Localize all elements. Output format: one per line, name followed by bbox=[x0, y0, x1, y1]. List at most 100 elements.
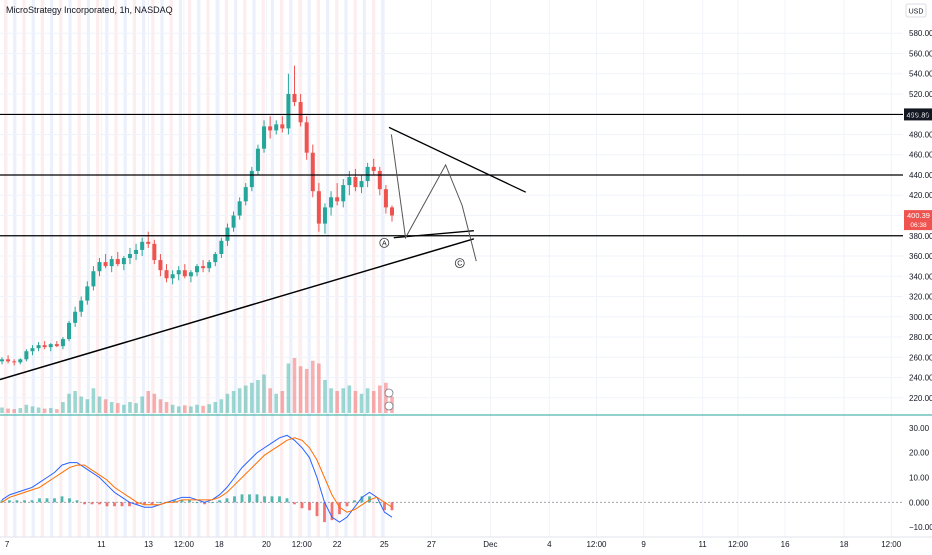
candle[interactable] bbox=[310, 152, 315, 192]
candle[interactable] bbox=[12, 361, 17, 363]
currency-button[interactable] bbox=[905, 3, 927, 18]
time-tick-label: 4 bbox=[547, 540, 552, 549]
volume-bar bbox=[341, 388, 346, 413]
candle[interactable] bbox=[152, 243, 157, 261]
candle[interactable] bbox=[365, 166, 370, 182]
flash-icon[interactable] bbox=[384, 401, 394, 411]
time-tick-label: 9 bbox=[641, 540, 646, 549]
candle[interactable] bbox=[292, 93, 297, 103]
candle[interactable] bbox=[341, 185, 346, 202]
candle[interactable] bbox=[67, 322, 72, 340]
candle[interactable] bbox=[298, 102, 303, 123]
candle[interactable] bbox=[170, 274, 175, 279]
wave-label-marker[interactable] bbox=[454, 258, 465, 269]
candle[interactable] bbox=[60, 339, 65, 347]
price-tick-label: 260.00 bbox=[909, 353, 932, 362]
candle[interactable] bbox=[85, 286, 90, 301]
candle[interactable] bbox=[377, 170, 382, 190]
signal-line[interactable] bbox=[1, 437, 393, 513]
candle[interactable] bbox=[201, 266, 206, 269]
candle[interactable] bbox=[359, 181, 364, 188]
candle[interactable] bbox=[176, 270, 181, 275]
candle[interactable] bbox=[329, 197, 334, 208]
session-stripe bbox=[13, 0, 17, 537]
candle[interactable] bbox=[231, 215, 236, 228]
wave-label-marker[interactable] bbox=[379, 237, 390, 248]
candle[interactable] bbox=[54, 344, 59, 347]
macd-histogram-bar bbox=[383, 502, 386, 511]
candle[interactable] bbox=[140, 241, 145, 250]
candle[interactable] bbox=[109, 259, 114, 267]
candle[interactable] bbox=[322, 207, 327, 224]
chart-title: MicroStrategy Incorporated, 1h, NASDAQ bbox=[6, 5, 173, 15]
volume-bar bbox=[30, 406, 35, 413]
candle[interactable] bbox=[146, 241, 151, 244]
candle[interactable] bbox=[97, 262, 102, 272]
candle[interactable] bbox=[127, 253, 132, 259]
candle[interactable] bbox=[36, 345, 41, 349]
candle[interactable] bbox=[243, 187, 248, 202]
candle[interactable] bbox=[24, 351, 29, 360]
candle[interactable] bbox=[182, 270, 187, 277]
candle[interactable] bbox=[219, 240, 224, 254]
candle[interactable] bbox=[18, 359, 23, 363]
session-stripe bbox=[123, 0, 127, 537]
candle[interactable] bbox=[335, 197, 340, 202]
candle[interactable] bbox=[249, 170, 254, 188]
candle[interactable] bbox=[103, 262, 108, 267]
candle[interactable] bbox=[286, 93, 291, 129]
time-tick-label: 27 bbox=[427, 540, 436, 549]
candle[interactable] bbox=[347, 177, 352, 186]
candle[interactable] bbox=[280, 124, 285, 129]
candle[interactable] bbox=[115, 259, 120, 265]
macd-histogram-bar bbox=[360, 496, 364, 503]
candle[interactable] bbox=[390, 207, 394, 216]
candle[interactable] bbox=[42, 345, 47, 348]
candle[interactable] bbox=[195, 266, 199, 273]
candle[interactable] bbox=[207, 262, 212, 269]
candle[interactable] bbox=[158, 260, 163, 271]
candle[interactable] bbox=[134, 249, 139, 254]
macd-histogram-bar bbox=[0, 500, 4, 503]
candle[interactable] bbox=[353, 177, 358, 188]
candle[interactable] bbox=[121, 258, 126, 265]
candle[interactable] bbox=[6, 359, 11, 362]
ascending-trendline[interactable] bbox=[0, 238, 475, 381]
macd-pane[interactable] bbox=[0, 434, 903, 523]
grid bbox=[0, 0, 932, 537]
session-stripe bbox=[362, 0, 366, 537]
descending-trendline[interactable] bbox=[388, 126, 527, 193]
candle[interactable] bbox=[73, 311, 78, 323]
candle[interactable] bbox=[274, 124, 279, 131]
candle[interactable] bbox=[91, 271, 96, 287]
volume-bar bbox=[128, 402, 132, 413]
volume-bar bbox=[6, 408, 10, 413]
add-alert-icon[interactable] bbox=[384, 388, 394, 398]
candle[interactable] bbox=[0, 359, 4, 362]
candle[interactable] bbox=[304, 122, 309, 153]
drawings[interactable]: AC bbox=[0, 113, 903, 411]
candle[interactable] bbox=[213, 253, 218, 263]
candle[interactable] bbox=[316, 191, 321, 224]
candle[interactable] bbox=[268, 126, 273, 131]
elliott-wave-path[interactable] bbox=[390, 134, 477, 262]
volume-bar bbox=[36, 407, 41, 413]
candle[interactable] bbox=[237, 201, 242, 216]
candle[interactable] bbox=[371, 166, 376, 171]
support-trendline[interactable] bbox=[393, 230, 474, 239]
volume-bar bbox=[347, 385, 352, 413]
candle[interactable] bbox=[383, 189, 388, 208]
candle[interactable] bbox=[164, 270, 169, 279]
volume-bars bbox=[0, 358, 394, 413]
candle[interactable] bbox=[188, 272, 193, 277]
candle[interactable] bbox=[79, 300, 84, 312]
candle[interactable] bbox=[225, 227, 230, 241]
currency-label[interactable]: USD bbox=[909, 9, 924, 16]
price-tick-label: 560.00 bbox=[909, 49, 932, 58]
candle[interactable] bbox=[262, 126, 267, 149]
candle[interactable] bbox=[255, 148, 260, 171]
candle[interactable] bbox=[48, 344, 53, 348]
candle[interactable] bbox=[30, 348, 35, 352]
